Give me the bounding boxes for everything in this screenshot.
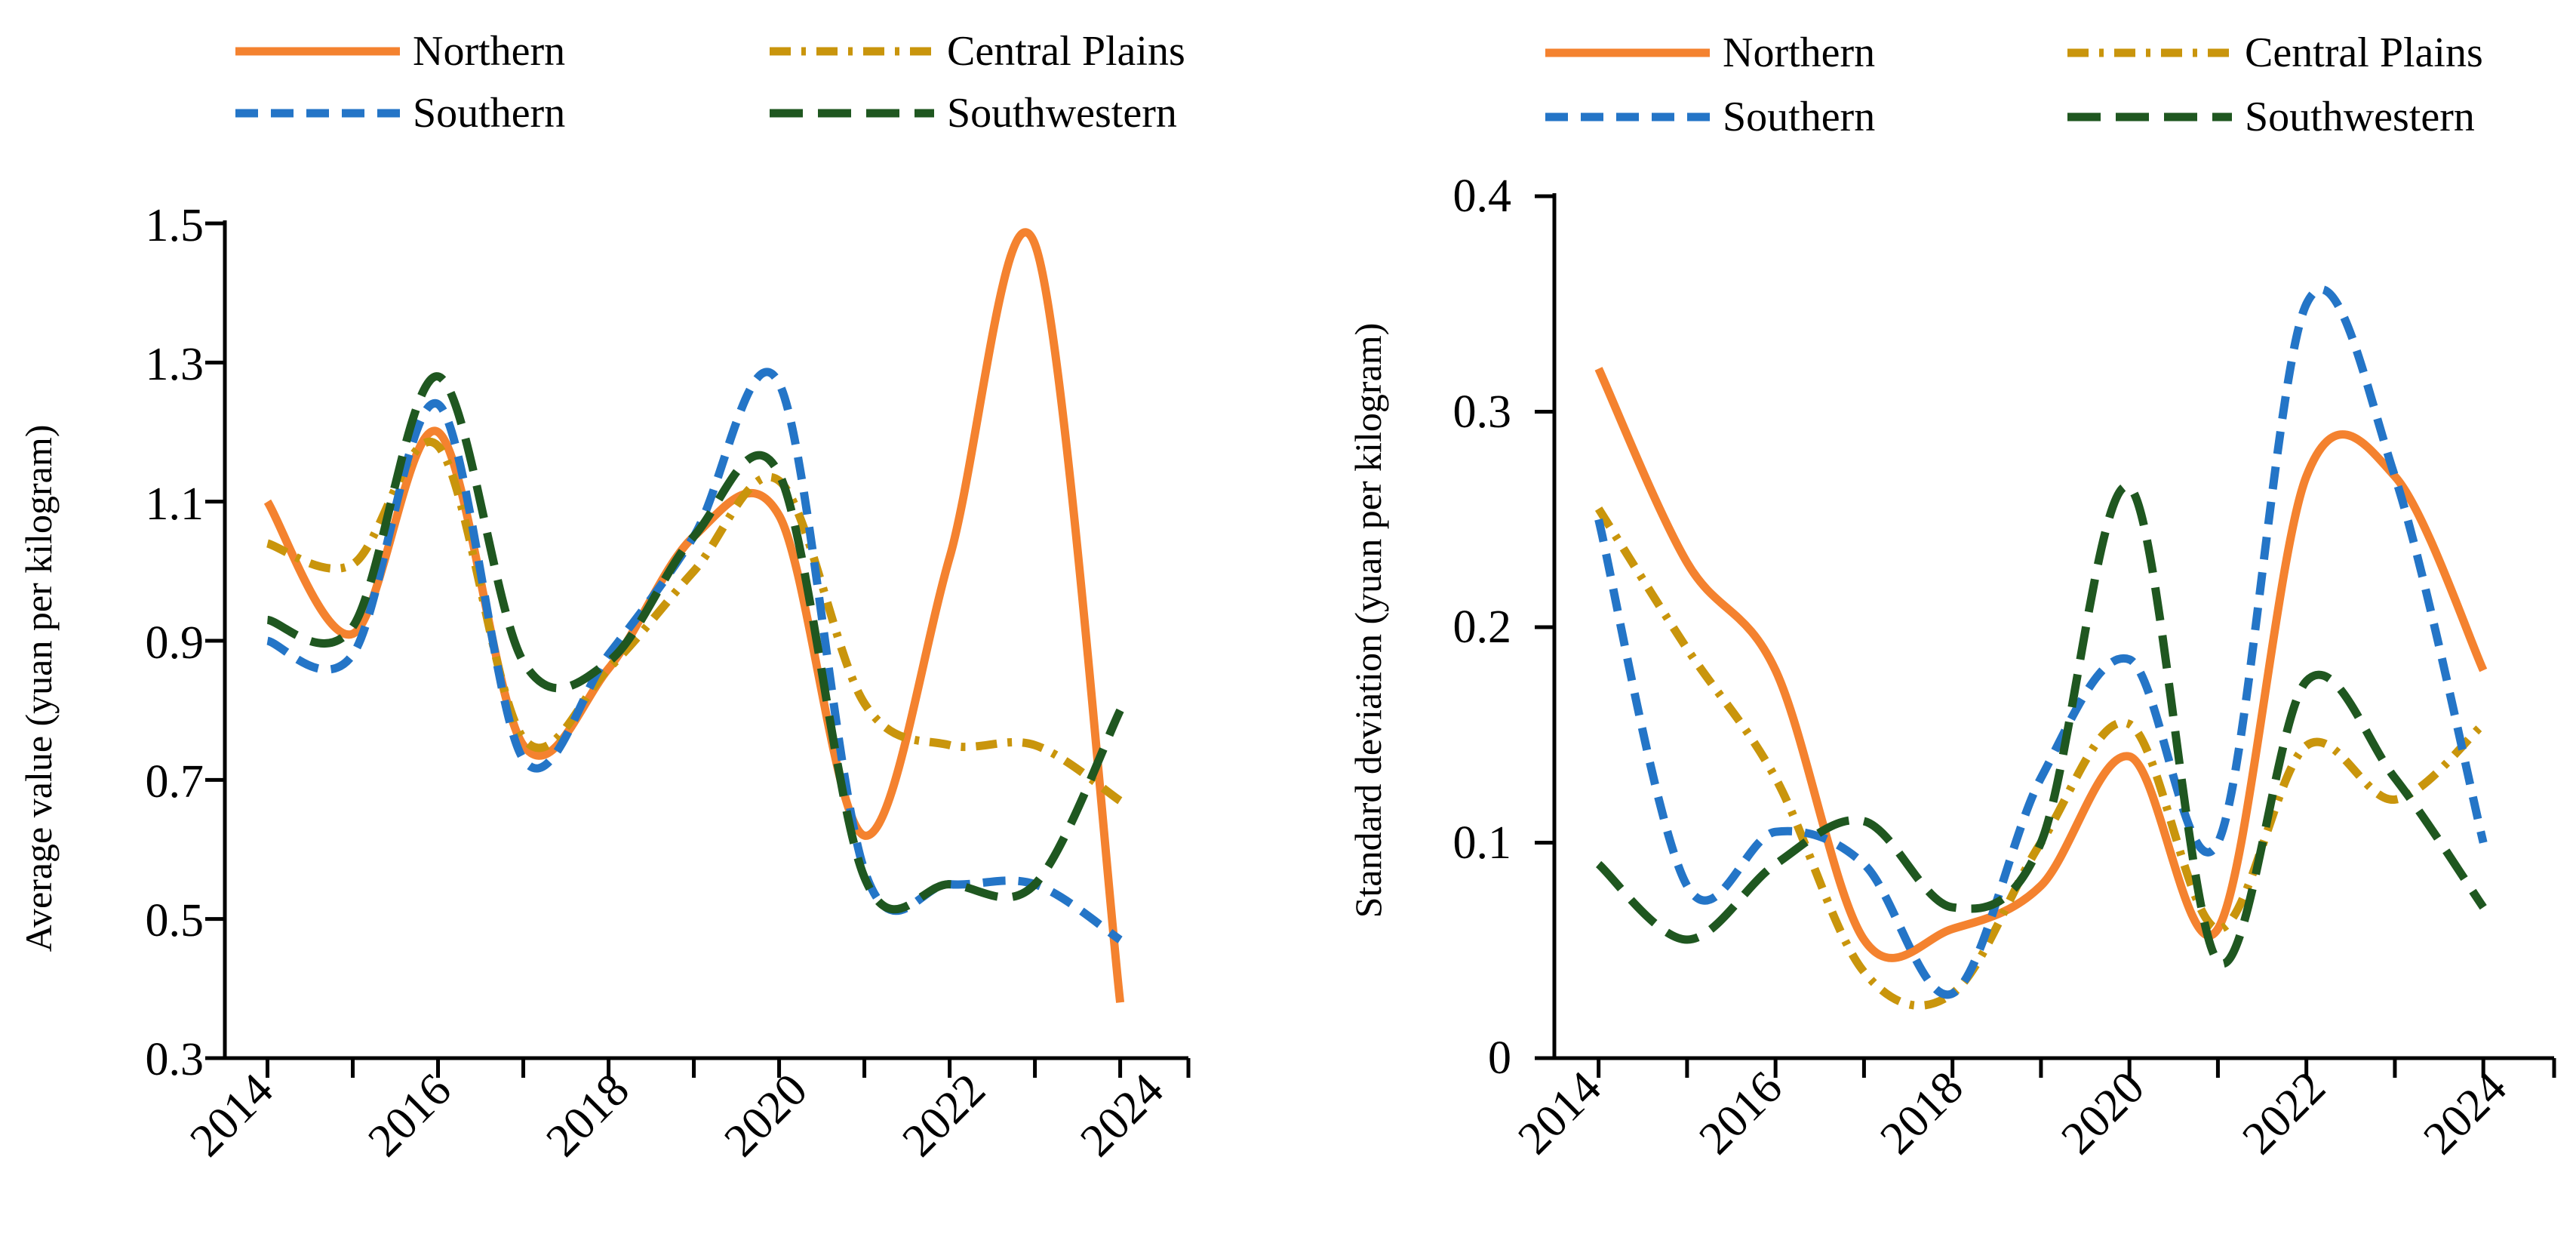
y-tick-labels: 0 0.1 0.2 0.3 0.4 (1453, 171, 1512, 1084)
axes (205, 220, 1191, 1078)
y-axis-title: Average value (yuan per kilogram) (17, 425, 60, 952)
y-tick-label: 0.5 (146, 895, 204, 946)
legend-label-southwestern: Southwestern (947, 90, 1177, 137)
y-axis-title: Standard deviation (yuan per kilogram) (1347, 323, 1389, 919)
series-line-southwestern (1595, 482, 2487, 968)
axes (1535, 193, 2556, 1078)
y-tick-label: 0.2 (1453, 602, 1512, 653)
legend-label-central-plains: Central Plains (947, 28, 1185, 75)
legend-label-southwestern: Southwestern (2245, 94, 2475, 140)
legend: Northern Central Plains Southern Southwe… (1545, 29, 2483, 140)
y-tick-label: 1.3 (146, 339, 204, 390)
series-layer (1594, 285, 2488, 1010)
series-line-southern (1594, 285, 2488, 999)
y-tick-label: 0 (1488, 1032, 1511, 1084)
series-layer (263, 228, 1125, 1003)
legend-label-southern: Southern (1723, 94, 1875, 140)
legend: Northern Central Plains Southern Southwe… (235, 28, 1185, 137)
legend-label-central-plains: Central Plains (2245, 29, 2483, 76)
legend-label-southern: Southern (413, 90, 565, 137)
legend-label-northern: Northern (1723, 29, 1875, 76)
y-tick-label: 1.1 (146, 478, 204, 530)
series-line-central-plains (266, 438, 1123, 805)
y-tick-label: 0.4 (1453, 171, 1512, 222)
y-tick-label: 0.7 (146, 756, 204, 808)
y-tick-label: 0.1 (1453, 817, 1512, 869)
panel-standard-deviation: Northern Central Plains Southern Southwe… (1347, 29, 2556, 1165)
y-tick-labels: 0.3 0.5 0.7 0.9 1.1 1.3 1.5 (146, 200, 204, 1085)
y-tick-label: 0.9 (146, 617, 204, 669)
series-line-southwestern (266, 372, 1124, 914)
y-tick-label: 1.5 (146, 200, 204, 251)
series-line-northern (1594, 367, 2488, 962)
y-tick-label: 0.3 (146, 1034, 204, 1085)
y-tick-label: 0.3 (1453, 386, 1512, 438)
series-line-northern (263, 228, 1125, 1003)
legend-label-northern: Northern (413, 28, 565, 75)
